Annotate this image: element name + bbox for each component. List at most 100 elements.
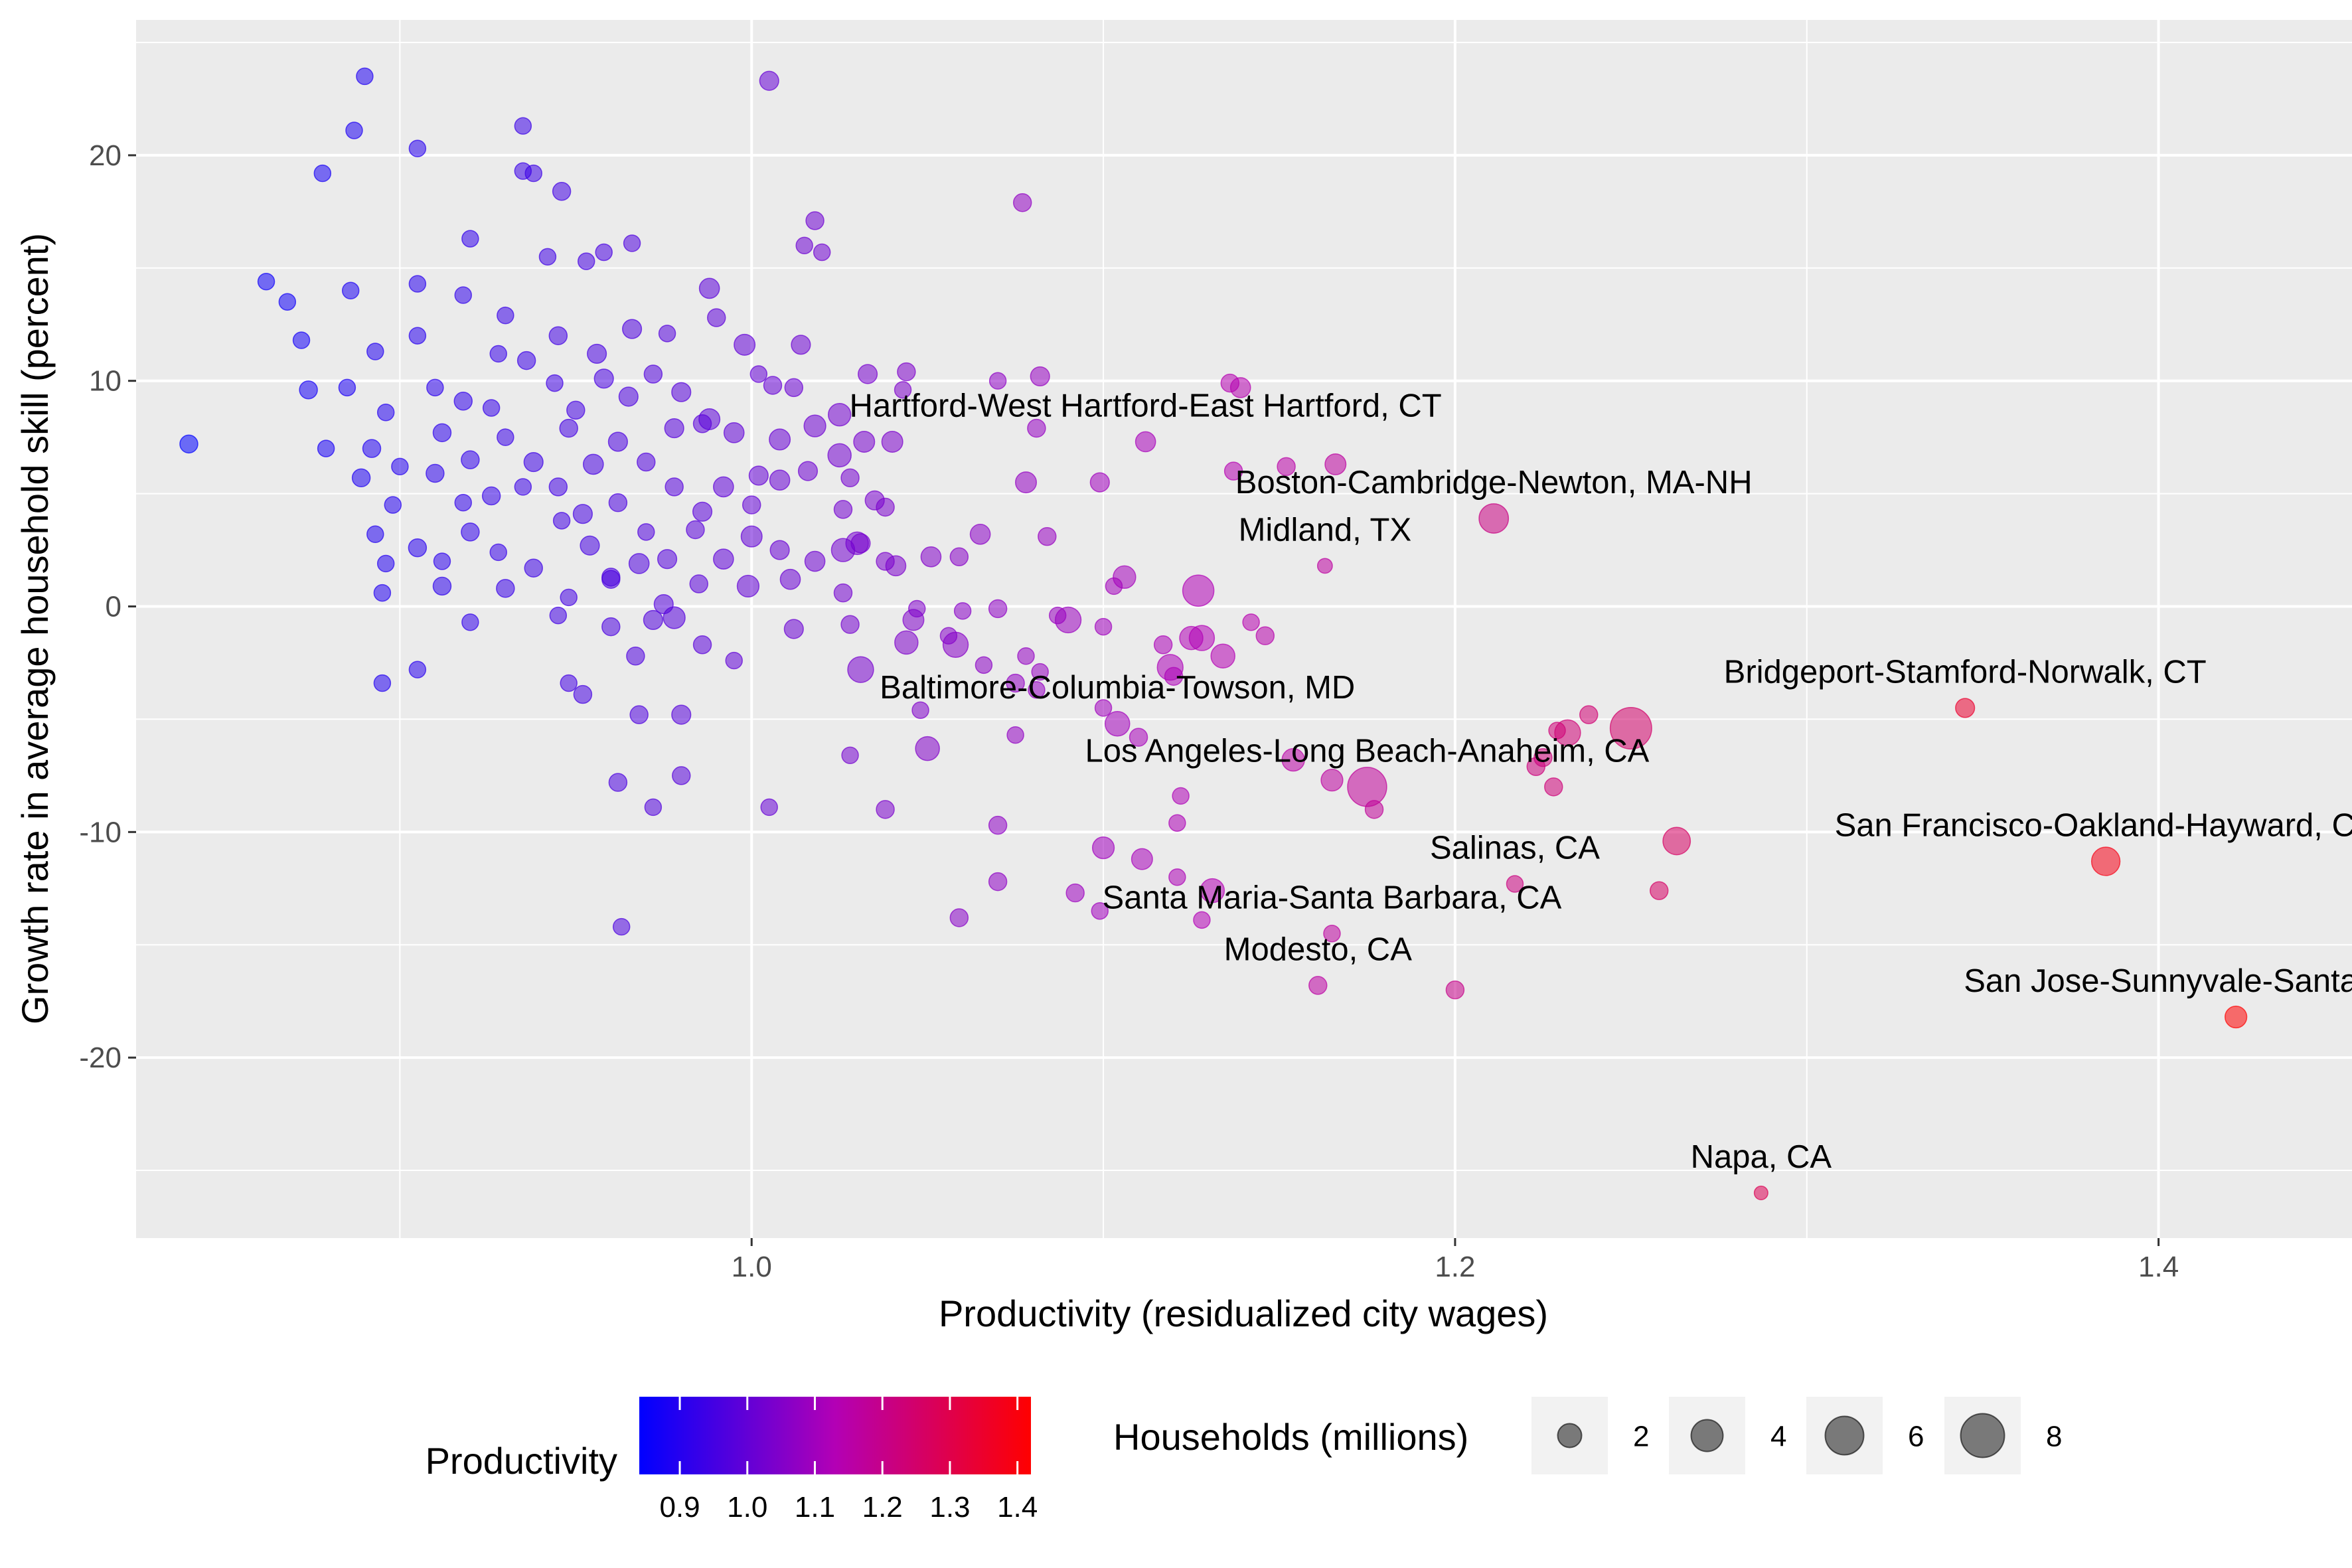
data-point	[549, 606, 568, 625]
data-point	[1015, 471, 1037, 494]
data-point	[546, 374, 564, 392]
data-point	[461, 613, 479, 631]
data-point	[497, 428, 514, 446]
y-tick-label: -20	[79, 1042, 121, 1074]
data-point	[784, 378, 804, 398]
data-point	[580, 535, 600, 556]
size-legend-circle	[1960, 1413, 2005, 1458]
size-legend-label: 6	[1908, 1421, 1924, 1453]
data-point	[795, 236, 813, 255]
data-point	[763, 376, 783, 395]
data-point	[779, 568, 801, 590]
data-point	[338, 378, 356, 397]
data-point	[1030, 366, 1050, 386]
data-point	[783, 619, 804, 639]
data-point	[317, 439, 335, 457]
data-point	[1210, 643, 1235, 669]
data-point	[595, 243, 613, 262]
data-point	[560, 674, 578, 692]
data-point	[552, 512, 571, 530]
data-point	[351, 468, 371, 488]
data-point	[1662, 826, 1691, 856]
data-point	[538, 248, 557, 266]
data-point	[523, 451, 544, 473]
data-point	[426, 463, 445, 483]
data-point	[833, 500, 853, 519]
data-point	[454, 493, 472, 512]
data-point	[847, 656, 874, 683]
data-point	[1038, 526, 1057, 546]
data-point	[1753, 1186, 1768, 1201]
colorbar-tick-label: 1.3	[929, 1491, 970, 1524]
data-point	[566, 400, 586, 420]
data-point	[664, 418, 684, 439]
size-legend-title: Households (millions)	[1113, 1416, 1468, 1458]
data-point	[881, 430, 903, 453]
data-point	[1094, 617, 1113, 636]
data-point	[461, 230, 479, 248]
point-label: Baltimore-Columbia-Towson, MD	[880, 670, 1355, 706]
data-point	[514, 117, 532, 135]
data-point	[1172, 787, 1190, 805]
data-point	[949, 547, 969, 566]
data-point	[686, 520, 705, 540]
data-point	[1131, 848, 1153, 870]
point-labels-layer: Hartford-West Hartford-East Hartford, CT…	[850, 388, 2352, 1175]
data-point	[1281, 747, 1305, 772]
size-legend-label: 2	[1633, 1421, 1649, 1453]
point-label: Hartford-West Hartford-East Hartford, CT	[850, 388, 1442, 424]
data-point	[622, 319, 643, 339]
data-point	[1168, 814, 1186, 832]
y-tick-label: 0	[106, 591, 121, 623]
data-point	[1193, 911, 1211, 929]
data-point	[560, 588, 578, 607]
data-point	[1179, 625, 1204, 651]
data-point	[408, 538, 428, 558]
data-point	[902, 609, 925, 631]
data-point	[760, 798, 778, 817]
point-label: Salinas, CA	[1430, 830, 1600, 866]
data-point	[1054, 606, 1082, 634]
data-point	[637, 452, 656, 472]
data-point	[736, 574, 760, 598]
data-point	[366, 343, 384, 360]
x-axis-title: Productivity (residualized city wages)	[939, 1293, 1548, 1334]
data-point	[734, 333, 756, 356]
data-point	[803, 414, 826, 437]
data-point	[489, 543, 507, 562]
grid-major	[136, 20, 2352, 1238]
data-point	[373, 674, 392, 692]
data-point	[376, 404, 395, 422]
data-point	[672, 766, 691, 785]
data-point	[179, 434, 198, 454]
data-point	[939, 627, 958, 645]
data-point	[643, 364, 663, 384]
data-point	[713, 476, 734, 498]
data-point	[769, 469, 791, 491]
data-point	[1012, 193, 1032, 212]
size-legend-circle	[1557, 1423, 1583, 1449]
data-point	[643, 609, 663, 630]
data-point	[408, 327, 427, 345]
data-point	[629, 705, 649, 724]
data-point	[975, 656, 993, 674]
data-point	[698, 277, 720, 299]
data-point	[313, 164, 332, 183]
data-point	[345, 121, 363, 139]
data-point	[827, 443, 852, 468]
data-point	[1129, 728, 1148, 747]
data-point	[1579, 705, 1599, 724]
data-point	[840, 468, 860, 488]
data-point	[461, 522, 480, 542]
data-point	[723, 422, 745, 443]
data-point	[713, 548, 734, 570]
data-point	[618, 386, 639, 407]
data-point	[791, 335, 811, 355]
data-point	[482, 399, 501, 417]
data-point	[1105, 710, 1131, 737]
data-point	[1091, 902, 1109, 920]
data-point	[1320, 769, 1344, 792]
data-point	[432, 423, 452, 443]
data-point	[426, 378, 444, 397]
data-point	[481, 486, 501, 506]
